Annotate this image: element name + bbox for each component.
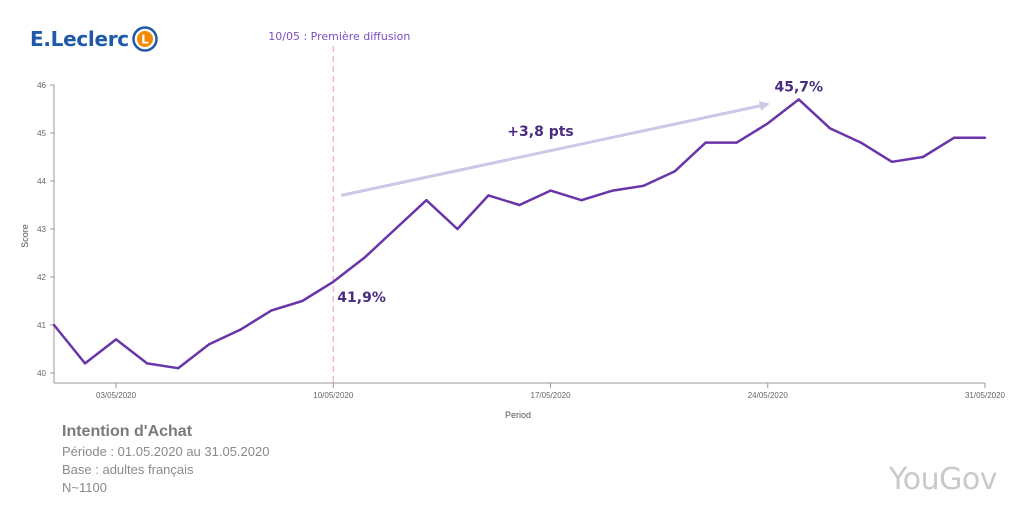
data-point [83, 362, 87, 365]
data-point [983, 136, 987, 139]
data-point [207, 343, 211, 346]
data-point [611, 189, 614, 192]
data-point [890, 160, 894, 163]
data-point [704, 141, 707, 144]
y-tick-label: 40 [37, 369, 46, 378]
data-point [673, 170, 676, 173]
chart-footer: Intention d'Achat Période : 01.05.2020 a… [62, 423, 269, 497]
yougov-logo: YouGov [888, 462, 998, 497]
data-point [301, 299, 304, 303]
eleclerc-logo: E.Leclerc L [30, 26, 158, 52]
data-point [952, 136, 956, 139]
x-tick-label: 31/05/2020 [965, 391, 1006, 400]
footer-title: Intention d'Achat [62, 423, 193, 440]
line-chart: 40 41 42 43 44 45 46 03/05/2020 10/05/2020 17/05… [20, 30, 1006, 420]
footer-period: Période : 01.05.2020 au 31.05.2020 [62, 444, 270, 459]
x-tick-label: 03/05/2020 [96, 391, 137, 400]
y-tick-label: 43 [37, 225, 46, 234]
data-point [580, 199, 583, 202]
data-point [425, 199, 428, 202]
y-tick-label: 42 [37, 273, 46, 282]
data-point [114, 338, 118, 341]
y-tick-label: 46 [37, 81, 46, 90]
x-tick-label: 10/05/2020 [313, 391, 354, 400]
data-point [797, 98, 800, 101]
x-tick-label: 17/05/2020 [531, 391, 572, 400]
x-tick-label: 24/05/2020 [748, 391, 789, 400]
y-tick-label: 41 [37, 321, 46, 330]
data-point [363, 256, 366, 259]
event-marker: 10/05 : Première diffusion [268, 30, 410, 383]
data-point [735, 141, 738, 144]
data-point [766, 122, 769, 125]
y-tick-label: 45 [37, 129, 46, 138]
data-point [549, 189, 552, 192]
eleclerc-l-icon: L [132, 26, 158, 52]
data-point [394, 227, 397, 231]
data-point [332, 280, 335, 283]
trend-arrow-label: +3,8 pts [507, 124, 573, 140]
x-ticks: 03/05/2020 10/05/2020 17/05/2020 24/05/2020… [96, 383, 1006, 400]
data-point [456, 227, 459, 231]
data-point [270, 309, 273, 312]
data-point [518, 203, 521, 207]
logo-text: E.Leclerc [30, 27, 129, 51]
data-point [828, 127, 832, 130]
y-axis-title: Score [20, 224, 30, 248]
logo-letter: L [141, 33, 149, 47]
data-point [921, 155, 925, 159]
y-tick-label: 44 [37, 177, 46, 186]
data-point [52, 323, 56, 327]
annotation-start: 41,9% [337, 290, 386, 306]
data-point [145, 362, 149, 365]
data-point [239, 328, 242, 331]
trend-arrow [340, 100, 770, 197]
axes [53, 85, 985, 384]
data-point [859, 141, 863, 144]
data-point [176, 367, 180, 370]
footer-base: Base : adultes français [62, 462, 194, 477]
y-ticks: 40 41 42 43 44 45 46 [37, 81, 54, 378]
data-point [487, 194, 490, 197]
x-axis-title: Period [505, 410, 531, 420]
event-label: 10/05 : Première diffusion [268, 30, 410, 43]
footer-sample-size: N~1100 [62, 480, 107, 495]
annotation-peak: 45,7% [775, 79, 824, 95]
data-point [642, 184, 645, 187]
series-points [52, 98, 987, 370]
